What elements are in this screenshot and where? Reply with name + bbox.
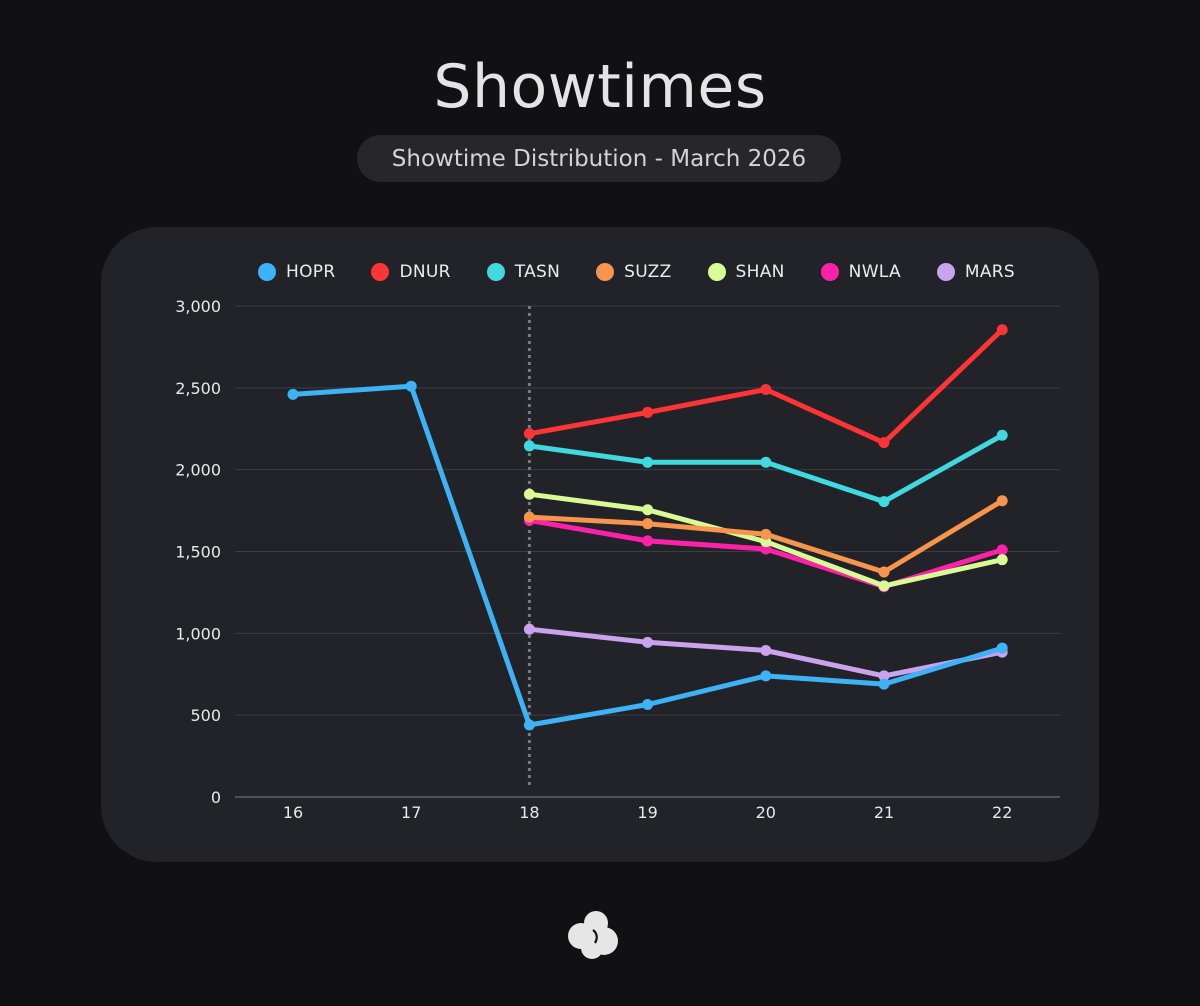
data-point-suzz bbox=[760, 528, 772, 540]
data-point-shan bbox=[996, 554, 1008, 566]
legend-swatch bbox=[596, 263, 615, 281]
chart-legend: HOPR DNUR TASN SUZZ SHAN NWLA MARS bbox=[258, 260, 1051, 284]
chart-subtitle-text: Showtime Distribution - March 2026 bbox=[391, 145, 807, 172]
legend-swatch bbox=[707, 263, 726, 281]
legend-item-mars: MARS bbox=[936, 262, 1015, 282]
data-point-dnur bbox=[878, 437, 890, 449]
legend-label: TASN bbox=[514, 262, 561, 282]
data-point-tasn bbox=[523, 440, 535, 452]
data-point-tasn bbox=[996, 429, 1008, 441]
cloud-logo-icon bbox=[568, 911, 618, 959]
data-point-hopr bbox=[996, 642, 1008, 654]
legend-swatch bbox=[936, 263, 955, 281]
legend-label: HOPR bbox=[286, 262, 336, 282]
x-tick-label: 19 bbox=[637, 803, 657, 822]
legend-swatch bbox=[371, 263, 390, 281]
x-tick-label: 16 bbox=[283, 803, 303, 822]
data-point-dnur bbox=[996, 324, 1008, 336]
data-point-tasn bbox=[760, 456, 772, 468]
legend-item-shan: SHAN bbox=[707, 262, 785, 282]
data-point-mars bbox=[523, 623, 535, 635]
y-tick-label: 1,000 bbox=[175, 624, 221, 643]
data-point-tasn bbox=[642, 456, 654, 468]
data-point-mars bbox=[642, 636, 654, 648]
legend-item-dnur: DNUR bbox=[371, 262, 450, 282]
data-point-suzz bbox=[523, 511, 535, 523]
data-point-hopr bbox=[523, 719, 535, 731]
data-point-dnur bbox=[523, 428, 535, 440]
y-tick-label: 0 bbox=[211, 788, 221, 807]
legend-swatch bbox=[820, 263, 839, 281]
data-point-suzz bbox=[878, 566, 890, 578]
y-tick-label: 2,000 bbox=[175, 461, 221, 480]
chart-title: Showtimes bbox=[433, 52, 767, 122]
legend-label: MARS bbox=[964, 262, 1015, 282]
x-tick-label: 22 bbox=[992, 803, 1012, 822]
data-point-suzz bbox=[642, 518, 654, 530]
legend-swatch bbox=[486, 263, 505, 281]
data-point-hopr bbox=[760, 670, 772, 682]
chart-subtitle: Showtime Distribution - March 2026 bbox=[357, 135, 841, 182]
data-point-nwla bbox=[642, 535, 654, 547]
legend-item-suzz: SUZZ bbox=[596, 262, 671, 282]
data-point-shan bbox=[642, 504, 654, 516]
data-point-hopr bbox=[287, 388, 299, 400]
data-point-hopr bbox=[642, 699, 654, 711]
legend-swatch bbox=[258, 263, 276, 281]
y-tick-label: 1,500 bbox=[175, 543, 221, 562]
x-tick-label: 20 bbox=[756, 803, 776, 822]
data-point-nwla bbox=[996, 544, 1008, 556]
data-point-dnur bbox=[760, 383, 772, 395]
legend-item-hopr: HOPR bbox=[258, 262, 335, 282]
legend-item-tasn: TASN bbox=[486, 262, 561, 282]
x-tick-label: 17 bbox=[401, 803, 421, 822]
data-point-mars bbox=[760, 645, 772, 657]
x-tick-label: 21 bbox=[874, 803, 894, 822]
x-tick-label: 18 bbox=[519, 803, 539, 822]
y-tick-label: 3,000 bbox=[175, 297, 221, 316]
data-point-hopr bbox=[405, 380, 417, 392]
legend-label: SUZZ bbox=[624, 262, 672, 282]
legend-label: NWLA bbox=[848, 262, 901, 282]
data-point-shan bbox=[878, 580, 890, 592]
y-tick-label: 500 bbox=[190, 706, 221, 725]
data-point-suzz bbox=[996, 495, 1008, 507]
data-point-hopr bbox=[878, 678, 890, 690]
legend-item-nwla: NWLA bbox=[820, 262, 901, 282]
data-point-mars bbox=[878, 670, 890, 682]
legend-label: DNUR bbox=[399, 262, 451, 282]
data-point-dnur bbox=[642, 406, 654, 418]
y-tick-label: 2,500 bbox=[175, 379, 221, 398]
data-point-shan bbox=[523, 488, 535, 500]
series-line-tasn bbox=[526, 432, 1005, 505]
legend-label: SHAN bbox=[735, 262, 785, 282]
data-point-tasn bbox=[878, 496, 890, 508]
